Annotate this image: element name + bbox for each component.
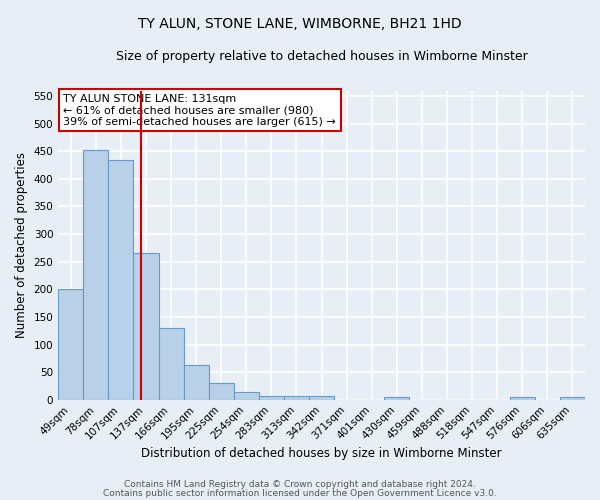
Bar bbox=[385, 397, 409, 400]
Bar bbox=[58, 289, 83, 400]
Bar bbox=[284, 396, 309, 400]
Title: Size of property relative to detached houses in Wimborne Minster: Size of property relative to detached ho… bbox=[116, 50, 527, 63]
Bar bbox=[109, 160, 133, 400]
Text: Contains public sector information licensed under the Open Government Licence v3: Contains public sector information licen… bbox=[103, 489, 497, 498]
Bar bbox=[309, 396, 334, 400]
Bar bbox=[560, 397, 585, 400]
Bar bbox=[209, 383, 234, 400]
Y-axis label: Number of detached properties: Number of detached properties bbox=[15, 152, 28, 338]
X-axis label: Distribution of detached houses by size in Wimborne Minster: Distribution of detached houses by size … bbox=[141, 447, 502, 460]
Bar bbox=[259, 396, 284, 400]
Bar bbox=[510, 397, 535, 400]
Bar bbox=[234, 392, 259, 400]
Text: Contains HM Land Registry data © Crown copyright and database right 2024.: Contains HM Land Registry data © Crown c… bbox=[124, 480, 476, 489]
Text: TY ALUN, STONE LANE, WIMBORNE, BH21 1HD: TY ALUN, STONE LANE, WIMBORNE, BH21 1HD bbox=[138, 18, 462, 32]
Text: TY ALUN STONE LANE: 131sqm
← 61% of detached houses are smaller (980)
39% of sem: TY ALUN STONE LANE: 131sqm ← 61% of deta… bbox=[64, 94, 336, 127]
Bar bbox=[184, 366, 209, 400]
Bar bbox=[133, 254, 158, 400]
Bar bbox=[83, 150, 109, 400]
Bar bbox=[158, 328, 184, 400]
